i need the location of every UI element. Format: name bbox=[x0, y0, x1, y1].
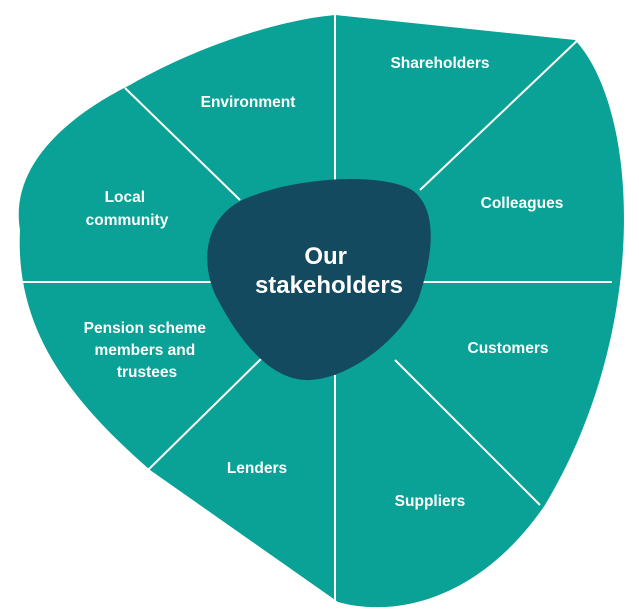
divider-bottom-left bbox=[147, 354, 266, 471]
divider-top-right bbox=[419, 37, 581, 191]
segment-label-line: Local bbox=[105, 189, 145, 206]
segment-label-line: community bbox=[86, 212, 169, 229]
divider-bottom-right bbox=[394, 359, 541, 506]
segment-label-line: trustees bbox=[117, 364, 177, 381]
segment-label-line: Shareholders bbox=[390, 55, 489, 72]
center-label: Our stakeholders bbox=[255, 243, 403, 299]
segment-dividers bbox=[10, 12, 612, 605]
center-shape bbox=[207, 179, 431, 381]
segment-label-colleagues: Colleagues bbox=[481, 195, 564, 212]
segment-label-suppliers: Suppliers bbox=[395, 493, 466, 510]
center-label-line: stakeholders bbox=[255, 272, 403, 299]
segment-label-environment: Environment bbox=[201, 94, 296, 111]
segment-label-lenders: Lenders bbox=[227, 460, 287, 477]
center-label-line: Our bbox=[304, 243, 347, 270]
segment-label-line: Customers bbox=[468, 340, 549, 357]
segment-label-shareholders: Shareholders bbox=[390, 55, 489, 72]
segment-label-line: Environment bbox=[201, 94, 296, 111]
divider-top-left bbox=[124, 87, 241, 201]
segment-label-line: Lenders bbox=[227, 460, 287, 477]
segment-label-line: Colleagues bbox=[481, 195, 564, 212]
segment-label-line: members and bbox=[94, 342, 195, 359]
segment-label-pension: Pension scheme members and trustees bbox=[84, 320, 211, 381]
segment-label-line: Pension scheme bbox=[84, 320, 207, 337]
segment-label-local-community: Local community bbox=[86, 189, 169, 229]
segment-label-line: Suppliers bbox=[395, 493, 466, 510]
segment-label-customers: Customers bbox=[468, 340, 549, 357]
